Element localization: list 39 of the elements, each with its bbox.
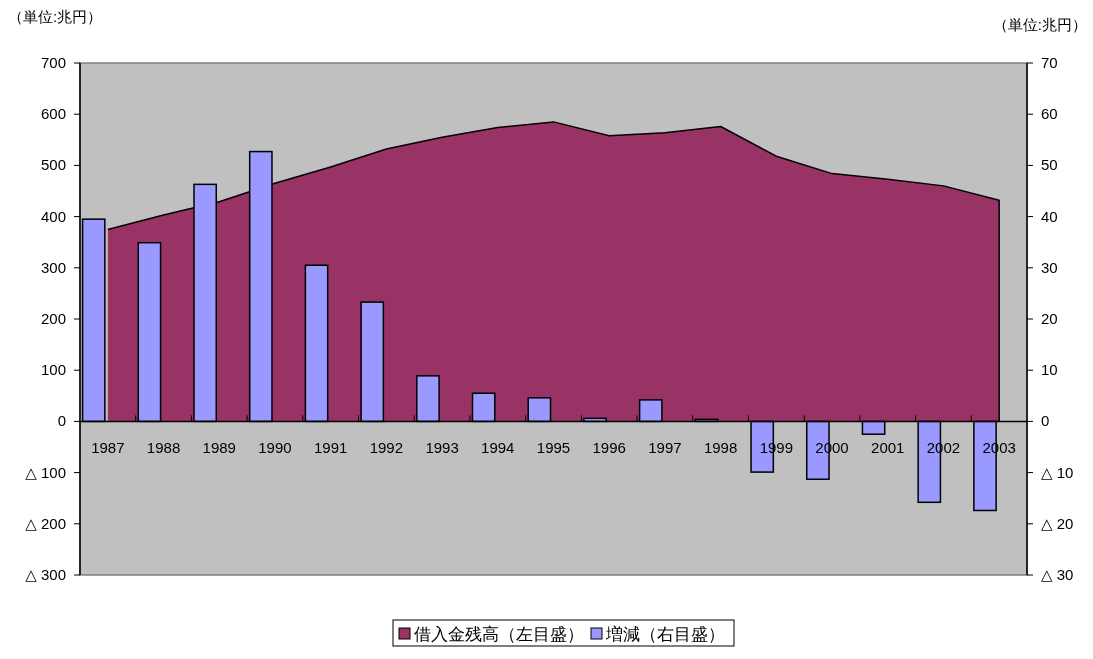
tick-label: 1992: [369, 439, 404, 457]
tick-label: 1989: [202, 439, 236, 457]
tick-label: 1995: [536, 439, 571, 457]
tick-label: 1998: [703, 439, 738, 457]
tick-label: 1993: [425, 439, 459, 457]
legend-label: 借入金残高（左目盛）: [414, 625, 584, 644]
tick-label: 700: [40, 54, 66, 71]
tick-label: 0: [57, 412, 66, 430]
tick-label: 1994: [481, 439, 515, 457]
tick-label: △ 30: [1041, 566, 1074, 583]
tick-label: 60: [1041, 105, 1058, 123]
tick-label: 1996: [592, 439, 626, 457]
tick-label: 50: [1041, 156, 1058, 174]
tick-label: 1990: [258, 439, 292, 457]
tick-label: △ 300: [25, 566, 66, 583]
tick-label: 600: [40, 105, 66, 123]
axis-title: （単位:兆円）: [992, 16, 1087, 33]
tick-label: △ 20: [1041, 514, 1074, 532]
tick-label: 70: [1041, 54, 1058, 71]
tick-label: 1988: [146, 439, 181, 457]
tick-label: △ 10: [1041, 463, 1074, 481]
tick-label: 300: [40, 258, 66, 276]
tick-label: 0: [1041, 412, 1050, 430]
tick-label: 100: [40, 361, 66, 379]
tick-label: △ 200: [25, 514, 66, 532]
tick-label: 1991: [314, 439, 348, 457]
tick-label: 2001: [871, 439, 905, 457]
legend-label: 増減（右目盛）: [606, 625, 725, 644]
tick-label: 1987: [91, 439, 125, 457]
tick-label: 10: [1041, 361, 1058, 379]
tick-label: 400: [40, 207, 66, 225]
tick-label: 30: [1041, 258, 1058, 276]
axis-title: （単位:兆円）: [8, 8, 103, 25]
tick-label: 1997: [648, 439, 682, 457]
tick-label: 20: [1041, 310, 1058, 327]
tick-label: △ 100: [25, 463, 66, 481]
tick-label: 500: [40, 156, 66, 174]
tick-label: 40: [1041, 207, 1058, 225]
tick-label: 200: [40, 310, 66, 327]
